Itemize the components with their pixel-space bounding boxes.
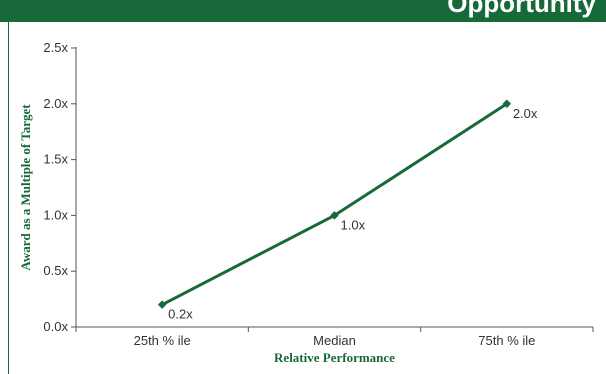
series-line — [161, 102, 508, 307]
data-point — [330, 211, 339, 220]
y-tick-label: 0.0x — [43, 319, 68, 334]
data-point — [157, 300, 167, 309]
x-ticks: 25th % ile Median 75th % ile — [75, 327, 594, 348]
x-tick-label: Median — [313, 333, 356, 348]
x-tick-label: 25th % ile — [134, 333, 191, 348]
series: 0.2x 1.0x 2.0x — [157, 99, 538, 322]
y-axis-title: Award as a Multiple of Target — [18, 104, 33, 271]
data-label: 1.0x — [341, 217, 366, 232]
header-bar: Opportunity — [0, 0, 606, 22]
header-title: Opportunity — [447, 0, 596, 18]
y-tick-label: 0.5x — [43, 263, 68, 278]
data-label: 0.2x — [168, 307, 193, 322]
y-tick-label: 2.0x — [43, 96, 68, 111]
x-axis-title: Relative Performance — [274, 350, 395, 365]
data-label: 2.0x — [513, 106, 538, 121]
y-tick-label: 2.5x — [43, 40, 68, 55]
y-tick-label: 1.0x — [43, 207, 68, 222]
x-tick-label: 75th % ile — [478, 333, 535, 348]
data-point — [502, 99, 512, 109]
y-tick-label: 1.5x — [43, 152, 68, 167]
y-ticks: 0.0x 0.5x 1.0x 1.5x 2.0x 2.5x — [43, 40, 76, 334]
axes — [75, 47, 593, 328]
frame-left-rule — [8, 22, 9, 374]
